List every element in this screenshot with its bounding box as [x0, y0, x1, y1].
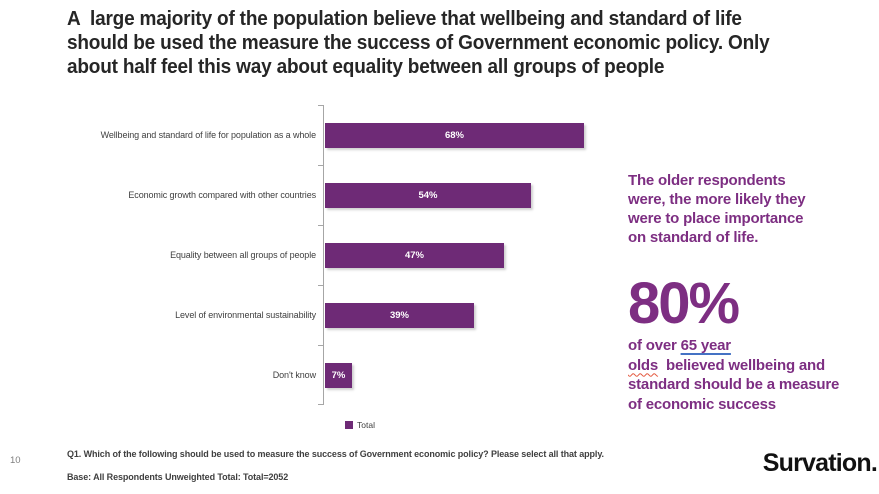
- axis-tick: [318, 105, 323, 106]
- title-line: A large majority of the population belie…: [67, 8, 742, 30]
- big-stat: 80%: [628, 271, 740, 336]
- insight-panel: The older respondents were, the more lik…: [628, 171, 879, 413]
- category-label: Economic growth compared with other coun…: [128, 190, 316, 200]
- bar-area: 47%: [324, 242, 630, 268]
- category-label: Don't know: [272, 370, 316, 380]
- y-axis-line: [323, 105, 324, 405]
- stat-detail-line: standard should be a measure: [628, 376, 840, 393]
- stat-detail-line: olds believed wellbeing and: [628, 356, 839, 376]
- category-label: Level of environmental sustainability: [175, 310, 316, 320]
- insight-line: The older respondents: [628, 172, 786, 189]
- chart-row: Wellbeing and standard of life for popul…: [40, 105, 630, 165]
- bar-area: 39%: [324, 302, 630, 328]
- chart-row: Equality between all groups of people 47%: [40, 225, 630, 285]
- category-label: Equality between all groups of people: [170, 250, 316, 260]
- slide-title: A large majority of the population belie…: [67, 7, 770, 79]
- chart-row: Economic growth compared with other coun…: [40, 165, 630, 225]
- axis-tick: [318, 225, 323, 226]
- bar: 54%: [325, 182, 531, 208]
- plot-rows: Wellbeing and standard of life for popul…: [40, 105, 630, 405]
- axis-tick: [318, 404, 323, 405]
- bar-value-label: 54%: [418, 189, 438, 201]
- axis-tick: [318, 285, 323, 286]
- stat-detail-line: of over 65 year: [628, 336, 839, 356]
- legend-label: Total: [357, 420, 375, 430]
- legend-swatch: [345, 421, 353, 429]
- bar-value-label: 47%: [404, 249, 424, 261]
- bar-chart: Wellbeing and standard of life for popul…: [40, 105, 630, 405]
- bar-value-label: 39%: [389, 309, 409, 321]
- chart-row: Level of environmental sustainability 39%: [40, 285, 630, 345]
- chart-legend: Total: [345, 420, 375, 430]
- axis-tick: [318, 165, 323, 166]
- base-footnote: Base: All Respondents Unweighted Total: …: [67, 472, 289, 482]
- bar: 68%: [325, 122, 584, 148]
- survation-logo: Survation.: [762, 449, 878, 477]
- 65-year-link[interactable]: 65 year: [680, 337, 732, 354]
- insight-line: on standard of life.: [628, 229, 759, 246]
- title-line: about half feel this way about equality …: [67, 56, 665, 78]
- title-line: should be used the measure the success o…: [67, 32, 770, 54]
- chart-row: Don't know 7%: [40, 345, 630, 405]
- question-footnote: Q1. Which of the following should be use…: [67, 449, 604, 459]
- insight-line: were to place importance: [628, 210, 804, 227]
- bar-area: 7%: [324, 362, 630, 388]
- category-label: Wellbeing and standard of life for popul…: [100, 130, 316, 140]
- bar: 7%: [325, 362, 352, 388]
- misspelled-word: olds: [628, 356, 659, 374]
- stat-detail-text: of over: [628, 337, 681, 354]
- axis-tick: [318, 345, 323, 346]
- bar-area: 68%: [324, 122, 630, 148]
- stat-detail-text: believed wellbeing and: [658, 356, 825, 374]
- stat-detail-line: of economic success: [628, 395, 776, 413]
- stat-detail: of over 65 year olds believed wellbeing …: [628, 336, 839, 414]
- bar-value-label: 7%: [331, 369, 346, 381]
- bar: 47%: [325, 242, 504, 268]
- page-number: 10: [10, 455, 21, 466]
- bar-area: 54%: [324, 182, 630, 208]
- insight-line: were, the more likely they: [628, 191, 806, 208]
- bar-value-label: 68%: [444, 129, 464, 141]
- insight-paragraph: The older respondents were, the more lik…: [628, 171, 879, 247]
- bar: 39%: [325, 302, 474, 328]
